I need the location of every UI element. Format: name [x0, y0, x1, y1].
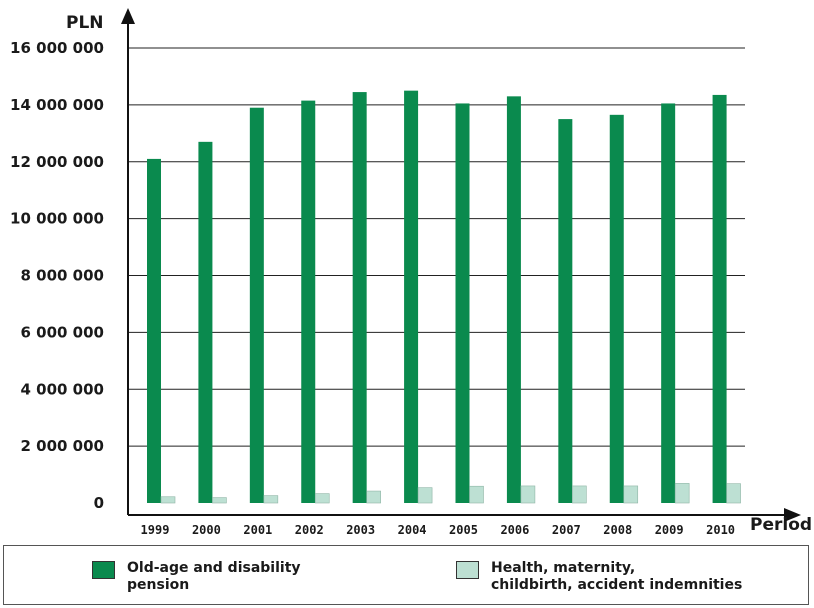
legend-label-health-line1: Health, maternity,	[491, 560, 636, 576]
y-tick-label: 8 000 000	[20, 267, 104, 285]
bar-health	[417, 487, 433, 504]
legend-label-pension-line1: Old-age and disability	[127, 560, 301, 576]
bar-chart: 0 2 000 000 4 000 000 6 000 000 8 000 000 10 …	[10, 8, 812, 537]
y-axis-title: PLN	[66, 13, 104, 33]
legend-swatch-pension	[92, 561, 115, 579]
y-tick-label: 16 000 000	[10, 39, 104, 57]
y-tick-label: 10 000 000	[10, 210, 104, 228]
y-tick-label: 14 000 000	[10, 96, 104, 114]
legend-label-pension-line2: pension	[127, 577, 190, 593]
x-tick-label: 2003	[346, 523, 375, 537]
legend: Old-age and disability pension Health, m…	[3, 545, 809, 605]
bar-health	[263, 495, 279, 504]
axes	[121, 8, 801, 522]
bar-health	[520, 485, 536, 504]
x-tick-label: 2000	[192, 523, 221, 537]
bar-pension	[609, 114, 624, 503]
bar-pension	[661, 103, 676, 503]
x-tick-label: 2010	[706, 523, 735, 537]
x-tick-label: 2004	[398, 523, 427, 537]
legend-item-health: Health, maternity, childbirth, accident …	[456, 560, 742, 594]
x-category-labels: 1999 2000 2001 2002 2003 2004 2005 2006 2007 2008…	[141, 523, 735, 537]
bar-pension	[352, 92, 367, 503]
x-tick-label: 2008	[603, 523, 632, 537]
x-tick-label: 2001	[243, 523, 272, 537]
legend-swatch-health	[456, 561, 479, 579]
x-tick-label: 2005	[449, 523, 478, 537]
y-tick-label: 12 000 000	[10, 153, 104, 171]
x-tick-label: 2002	[295, 523, 324, 537]
x-axis-arrow-icon	[784, 508, 801, 522]
gridlines	[128, 47, 745, 447]
bar-pension	[558, 119, 573, 503]
bar-health	[314, 493, 330, 504]
x-tick-label: 1999	[141, 523, 170, 537]
x-axis-title: Period	[750, 515, 812, 535]
y-tick-label: 4 000 000	[20, 380, 104, 398]
bar-pension	[198, 141, 213, 503]
bar-health	[623, 485, 639, 504]
bar-pension	[404, 90, 419, 503]
bar-health	[366, 490, 381, 504]
y-tick-label: 0	[94, 494, 104, 512]
x-tick-label: 2007	[552, 523, 581, 537]
y-tick-label: 6 000 000	[20, 323, 104, 341]
x-tick-label: 2009	[655, 523, 684, 537]
bar-pension	[506, 96, 521, 503]
bar-health	[726, 483, 741, 504]
y-tick-label: 2 000 000	[20, 437, 104, 455]
bar-health	[212, 497, 227, 504]
bar-health	[572, 485, 587, 504]
legend-label-health-line2: childbirth, accident indemnities	[491, 577, 743, 593]
bar-pension	[301, 100, 316, 503]
x-tick-label: 2006	[500, 523, 529, 537]
bar-pension	[712, 94, 727, 503]
y-axis-arrow-icon	[121, 8, 135, 24]
legend-item-pension: Old-age and disability pension	[92, 560, 301, 594]
bar-pension	[249, 107, 264, 503]
y-tick-labels: 0 2 000 000 4 000 000 6 000 000 8 000 000 10 …	[10, 39, 104, 512]
bar-pension	[455, 103, 470, 503]
bar-health	[469, 485, 484, 504]
bars	[147, 90, 741, 504]
bar-health	[160, 496, 176, 504]
bar-pension	[147, 158, 161, 503]
bar-health	[674, 483, 690, 504]
